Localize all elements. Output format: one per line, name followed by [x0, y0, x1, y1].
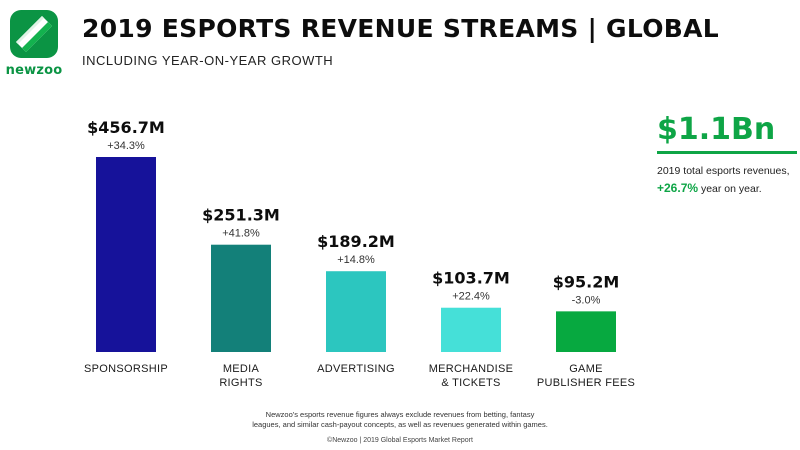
bar-growth-label: +34.3% [107, 140, 145, 152]
total-summary: $1.1Bn 2019 total esports revenues, +26.… [657, 112, 797, 198]
newzoo-logo: newzoo [6, 8, 62, 86]
category-label: RIGHTS [219, 377, 262, 389]
bar-growth-label: +22.4% [452, 291, 490, 303]
summary-divider [657, 151, 797, 154]
total-growth-value: +26.7% [657, 181, 699, 195]
category-label: MEDIA [223, 363, 260, 375]
summary-line-2: +26.7% year on year. [657, 180, 797, 198]
newzoo-logo-icon [10, 10, 58, 58]
page-subtitle: INCLUDING YEAR-ON-YEAR GROWTH [82, 53, 334, 68]
footnote-line-2: leagues, and similar cash-payout concept… [252, 420, 548, 429]
brand-name: newzoo [5, 63, 63, 78]
footnote: Newzoo's esports revenue figures always … [200, 410, 600, 430]
bar-growth-label: +41.8% [222, 228, 260, 240]
bar-value-label: $103.7M [432, 269, 510, 288]
bar-value-label: $251.3M [202, 206, 280, 225]
bar [326, 271, 386, 352]
bar-growth-label: -3.0% [572, 294, 601, 306]
bar-value-label: $95.2M [553, 272, 620, 291]
bar [441, 307, 501, 352]
footnote-line-1: Newzoo's esports revenue figures always … [265, 410, 535, 419]
category-label: MERCHANDISE [429, 363, 514, 375]
summary-line-1: 2019 total esports revenues, [657, 165, 790, 177]
bar [556, 311, 616, 352]
summary-description: 2019 total esports revenues, +26.7% year… [657, 163, 797, 198]
category-label: SPONSORSHIP [84, 363, 168, 375]
bar-value-label: $456.7M [87, 118, 165, 137]
category-label: ADVERTISING [317, 363, 395, 375]
total-revenue-value: $1.1Bn [657, 112, 776, 147]
copyright: ©Newzoo | 2019 Global Esports Market Rep… [327, 437, 473, 444]
bar-value-label: $189.2M [317, 232, 395, 251]
bar [211, 244, 271, 352]
summary-line-2-suffix: year on year. [698, 183, 762, 195]
bar-growth-label: +14.8% [337, 254, 375, 266]
category-label: & TICKETS [441, 377, 500, 389]
bar [96, 157, 156, 352]
category-label: GAME [569, 363, 603, 375]
category-label: PUBLISHER FEES [537, 377, 635, 389]
page-title: 2019 ESPORTS REVENUE STREAMS | GLOBAL [82, 14, 719, 43]
